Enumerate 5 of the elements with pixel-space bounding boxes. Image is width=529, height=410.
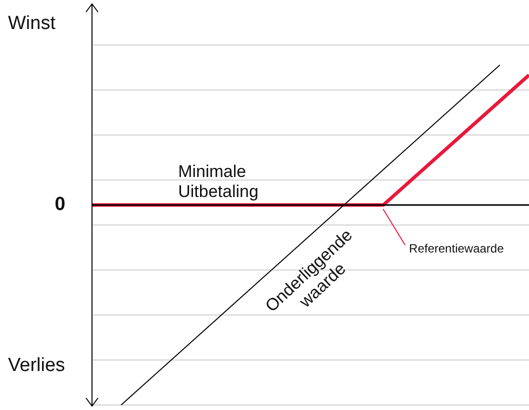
text: Verlies [8,355,66,376]
annotation: Referentiewaarde [409,241,504,256]
text: Winst [8,13,56,34]
annotation: Minimale Uitbetaling [178,162,258,201]
text: 0 [54,194,66,216]
